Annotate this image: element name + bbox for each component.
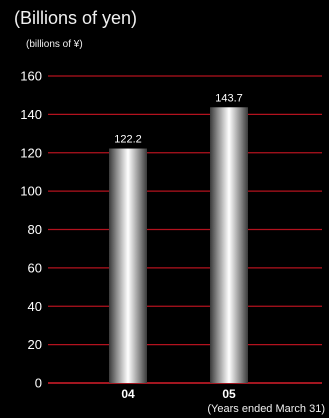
labels: 0 20 40 60 80 100 120 140 160 122.2 04 143.7 05 (20, 69, 242, 402)
y-tick-label: 20 (28, 337, 42, 352)
bar-04 (109, 148, 147, 383)
y-tick-label: 120 (20, 145, 42, 160)
y-tick-label: 80 (28, 222, 42, 237)
chart-title: (Billions of yen) (14, 8, 138, 28)
y-tick-label: 60 (28, 260, 42, 275)
gridlines (48, 75, 322, 384)
y-tick-label: 0 (35, 376, 42, 391)
bars (109, 107, 248, 383)
bar-05 (210, 107, 248, 383)
y-tick-label: 100 (20, 184, 42, 199)
category-label: 04 (121, 387, 135, 401)
value-label: 143.7 (215, 92, 243, 104)
y-tick-label: 140 (20, 107, 42, 122)
unit-label: (billions of ¥) (26, 39, 83, 50)
footnote: (Years ended March 31) (207, 403, 325, 415)
y-tick-label: 40 (28, 299, 42, 314)
y-tick-label: 160 (20, 69, 42, 84)
category-label: 05 (222, 387, 236, 401)
value-label: 122.2 (114, 134, 142, 146)
